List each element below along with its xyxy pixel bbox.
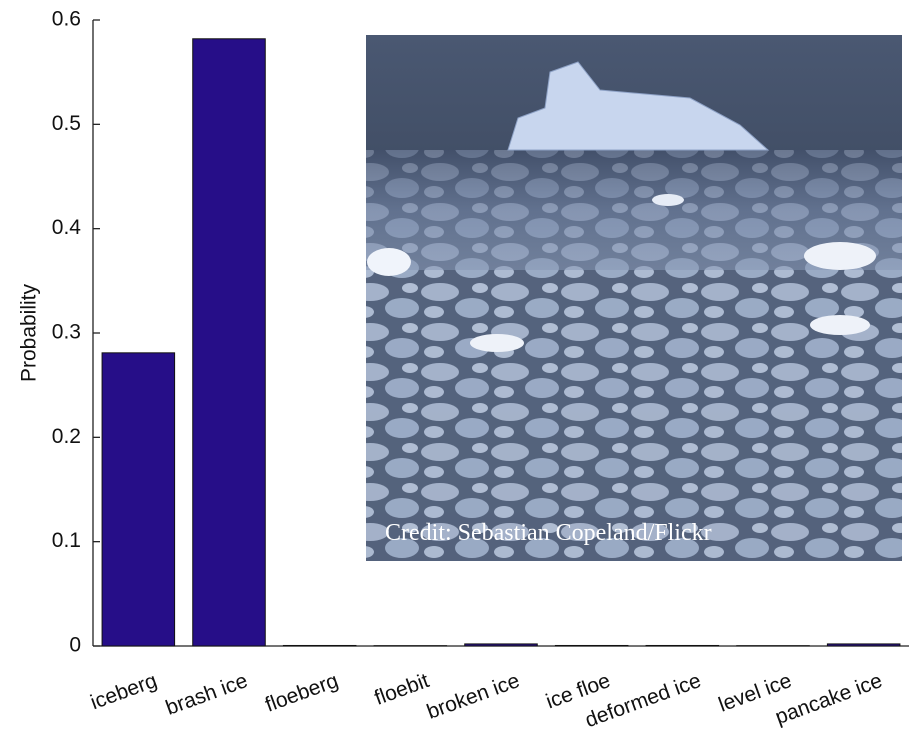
x-tick-label: brash ice <box>163 669 251 720</box>
y-tick-label: 0.1 <box>52 529 81 552</box>
y-tick-label: 0.2 <box>52 425 81 448</box>
x-tick-label: broken ice <box>424 669 523 724</box>
y-tick-label: 0.4 <box>52 216 82 239</box>
bar <box>554 644 629 647</box>
x-tick-label: iceberg <box>87 669 160 714</box>
y-tick-label: 0.3 <box>52 321 81 344</box>
bar <box>101 352 176 647</box>
bar <box>464 643 538 647</box>
y-tick-label: 0.5 <box>52 112 81 135</box>
y-axis-label: Probability <box>18 283 41 382</box>
bar <box>192 38 266 647</box>
bar <box>826 643 901 647</box>
y-tick-label: 0.6 <box>52 8 81 31</box>
bar <box>282 644 357 647</box>
x-tick-label: floebit <box>372 669 433 710</box>
photo <box>366 35 902 561</box>
bar <box>645 644 720 647</box>
photo-credit: Credit: Sebastian Copeland/Flickr <box>385 520 712 546</box>
y-tick-label: 0 <box>69 634 81 657</box>
x-tick-label: floeberg <box>262 669 341 717</box>
